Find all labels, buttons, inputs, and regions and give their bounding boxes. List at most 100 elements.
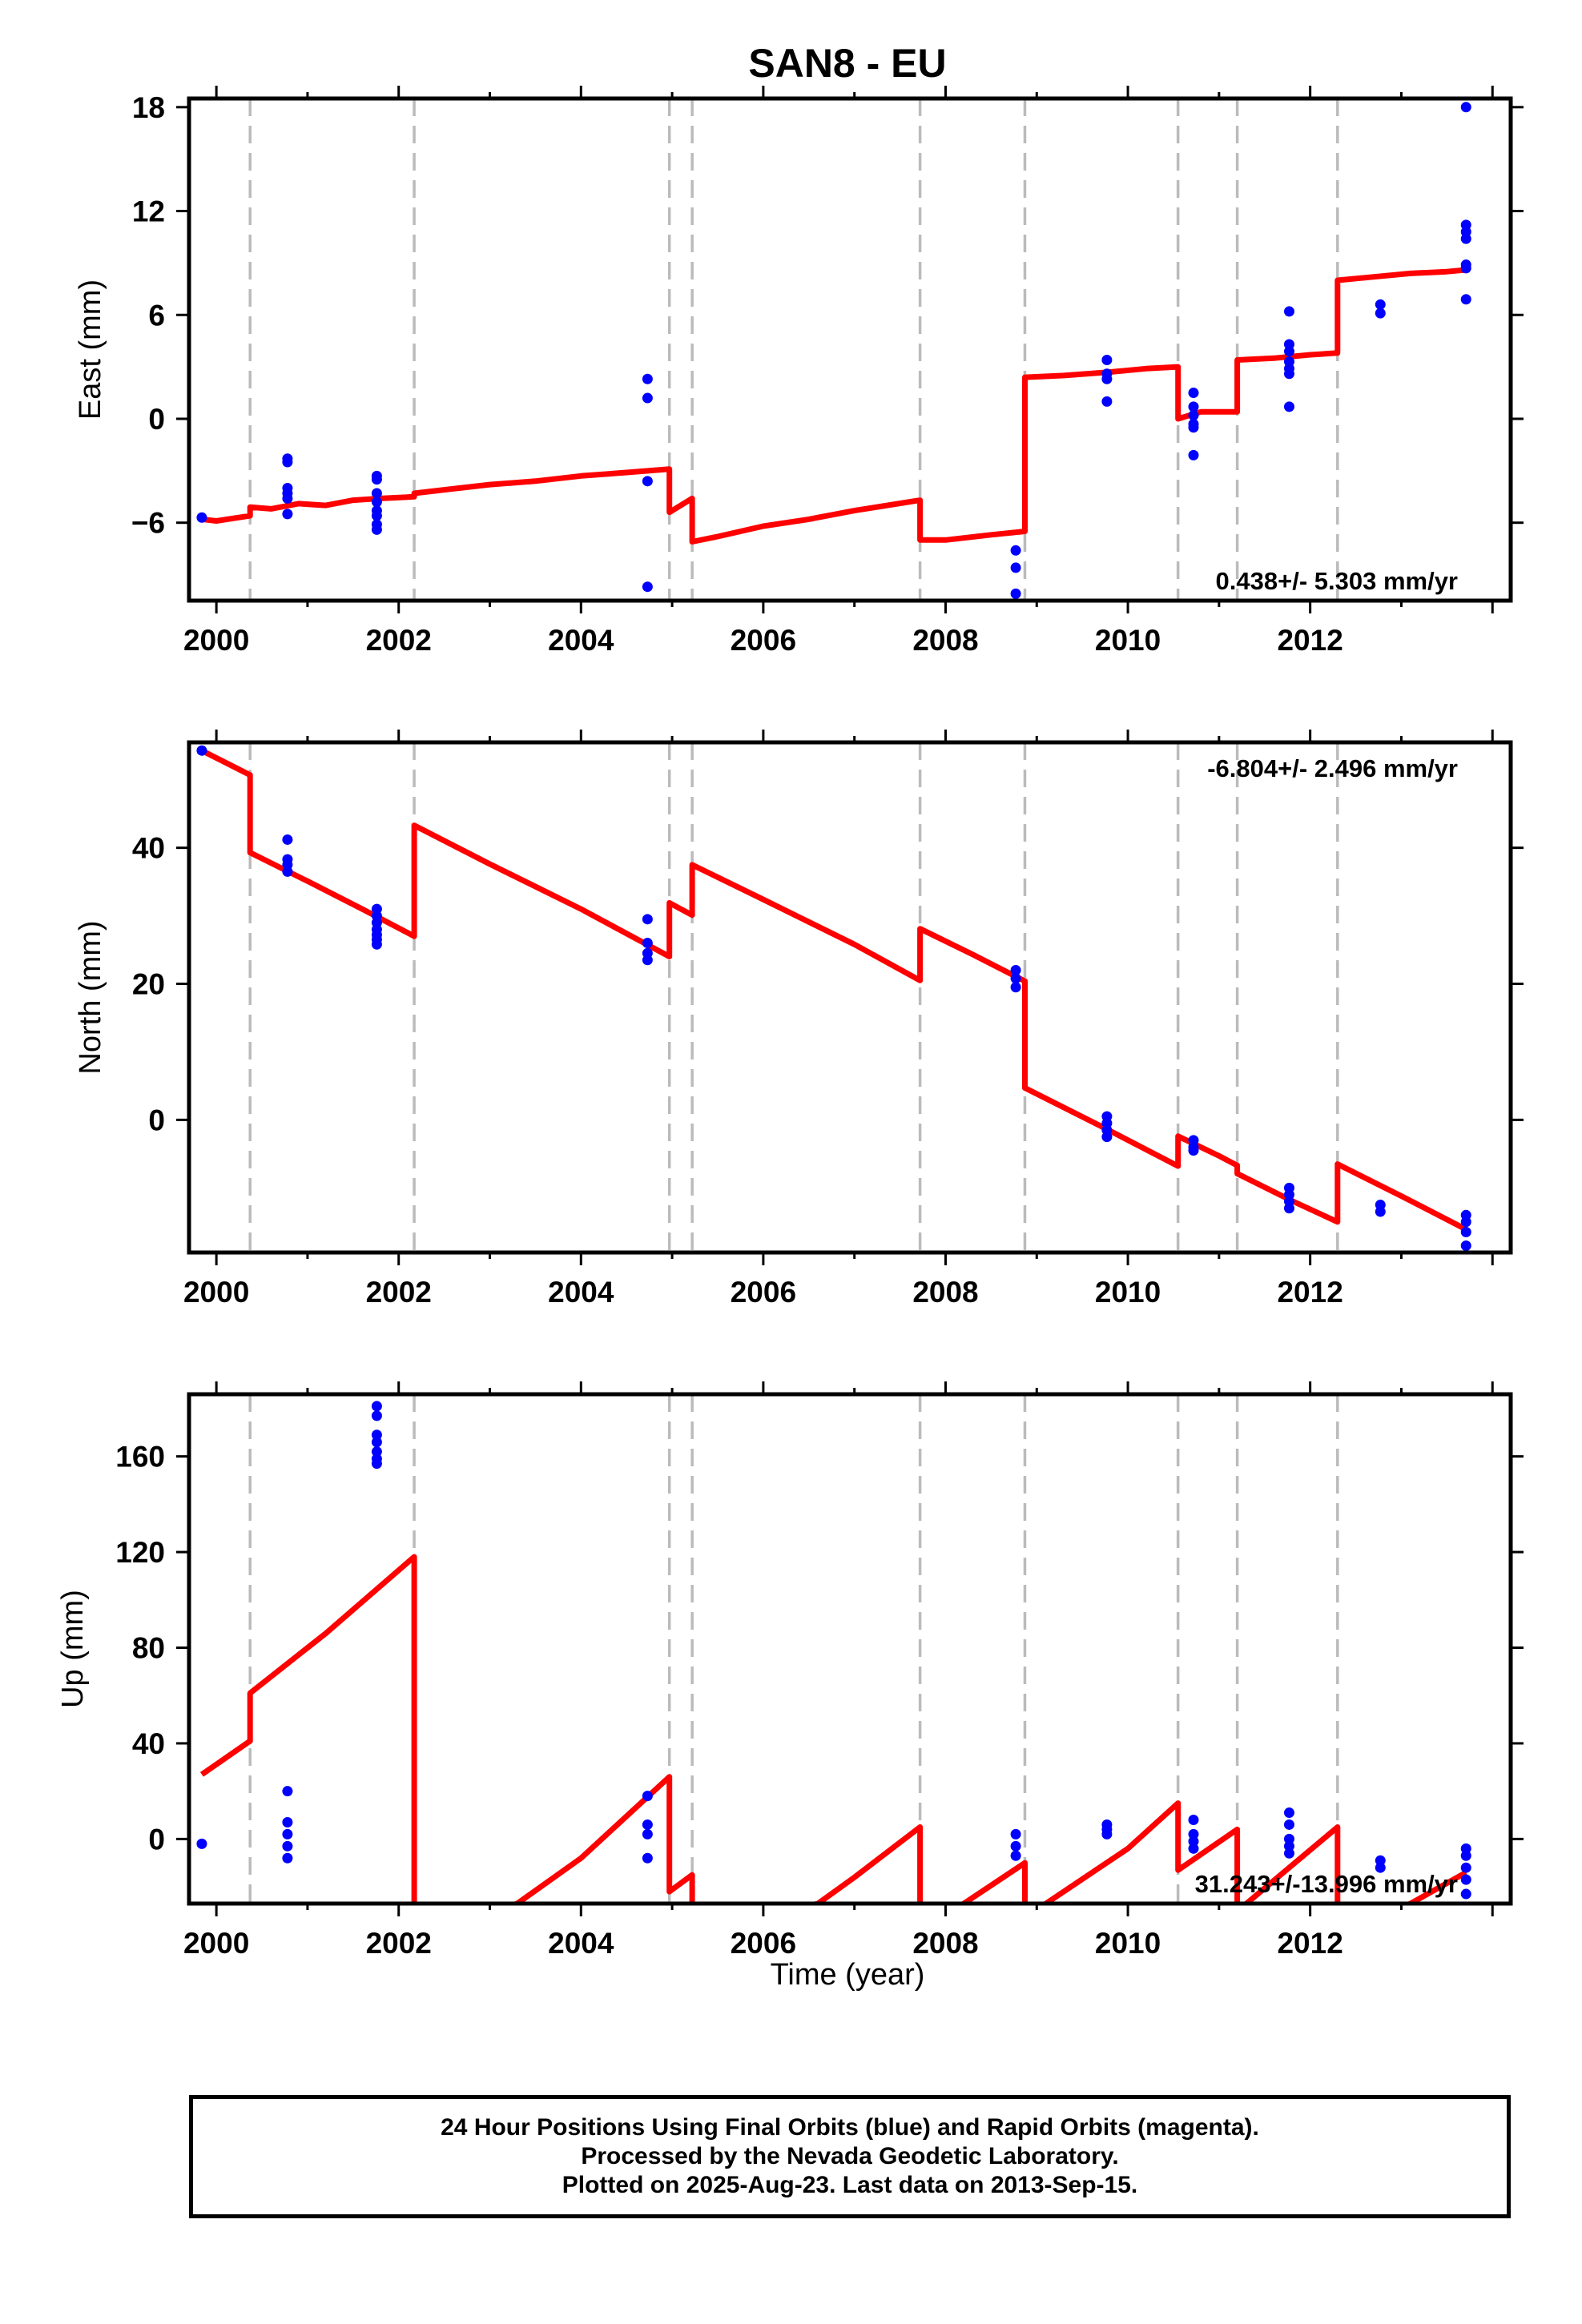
up-data-point: [282, 1840, 293, 1852]
up-y-tick-label: 40: [132, 1727, 165, 1760]
east-model-line: [201, 267, 1467, 545]
east-x-tick-label: 2010: [1095, 624, 1161, 657]
north-data-point: [642, 938, 653, 949]
north-data-point: [642, 955, 653, 966]
north-x-tick-label: 2006: [731, 1276, 796, 1309]
up-data-point: [282, 1786, 293, 1797]
north-data-point: [196, 745, 207, 756]
east-data-point: [1460, 102, 1471, 113]
up-data-point: [371, 1410, 382, 1421]
east-data-point: [1375, 308, 1386, 319]
up-data-point: [1460, 1850, 1471, 1861]
up-data-point: [282, 1828, 293, 1839]
north-x-tick-label: 2002: [366, 1276, 432, 1309]
east-data-point: [1188, 401, 1199, 412]
north-data-point: [1375, 1206, 1386, 1217]
footer-line-2: Processed by the Nevada Geodetic Laborat…: [581, 2143, 1119, 2169]
up-data-point: [1460, 1874, 1471, 1885]
east-x-tick-label: 2002: [366, 624, 432, 657]
up-data-point: [1283, 1833, 1294, 1844]
up-data-point: [1188, 1828, 1199, 1839]
panel-north: 2000 2002 2004 2006 2008 2010 2012 0 20 40 North (…: [74, 730, 1524, 1309]
up-data-point: [371, 1458, 382, 1470]
up-x-tick-label: 2004: [548, 1927, 614, 1960]
chart-title: SAN8 - EU: [748, 41, 946, 86]
up-data-point: [1188, 1835, 1199, 1847]
north-x-tick-label: 2012: [1277, 1276, 1342, 1309]
up-data-point: [642, 1819, 653, 1830]
north-frame: [187, 740, 1513, 1255]
east-data-point: [1460, 263, 1471, 274]
footer-box: 24 Hour Positions Using Final Orbits (bl…: [189, 2095, 1511, 2218]
north-data-point: [1460, 1240, 1471, 1252]
east-data-point: [1460, 233, 1471, 244]
up-y-tick-label: 80: [132, 1632, 165, 1665]
east-data-point: [642, 476, 653, 487]
footer-line-1: 24 Hour Positions Using Final Orbits (bl…: [441, 2114, 1259, 2141]
east-data-point: [196, 512, 207, 523]
up-data-point: [1010, 1828, 1021, 1839]
panel-east: 2000 2002 2004 2006 2008 2010 2012 −6 0 6 12 18 East…: [74, 86, 1524, 657]
north-y-tick-label: 20: [132, 968, 165, 1001]
east-frame: [187, 96, 1513, 603]
panel-up: 2000 2002 2004 2006 2008 2010 2012 0 40 80 120 160 U…: [56, 1381, 1524, 1960]
north-data-point: [1010, 973, 1021, 984]
east-data-point: [371, 510, 382, 521]
east-x-tick-label: 2012: [1277, 624, 1342, 657]
up-data-point: [371, 1446, 382, 1458]
north-y-tick-label: 40: [132, 832, 165, 865]
north-data-point: [1010, 965, 1021, 976]
east-data-point: [282, 456, 293, 468]
up-data-point: [1375, 1862, 1386, 1873]
up-data-point: [642, 1852, 653, 1864]
east-data-point: [1101, 396, 1113, 407]
east-data-point: [1188, 388, 1199, 399]
north-data-point: [642, 914, 653, 925]
east-data-point: [1188, 422, 1199, 433]
north-x-tick-label: 2008: [912, 1276, 978, 1309]
north-data-point: [282, 866, 293, 877]
panels: 2000 2002 2004 2006 2008 2010 2012−6061218East…: [56, 86, 1524, 1960]
north-data-point: [1010, 982, 1021, 993]
east-x-tick-label: 2006: [731, 624, 796, 657]
up-data-point: [1188, 1843, 1199, 1854]
east-data-point: [371, 474, 382, 485]
east-y-axis-label: East (mm): [74, 279, 107, 420]
north-data-point: [1460, 1216, 1471, 1228]
up-data-point: [1010, 1850, 1021, 1861]
east-data-point: [371, 524, 382, 535]
north-y-axis-label: North (mm): [74, 920, 107, 1074]
north-plot-area: [196, 742, 1471, 1252]
east-x-tick-label: 2008: [912, 624, 978, 657]
east-data-point: [371, 497, 382, 508]
up-data-point: [1460, 1862, 1471, 1873]
up-data-point: [1283, 1840, 1294, 1852]
east-data-point: [1010, 562, 1021, 573]
east-plot-area: [196, 99, 1471, 601]
up-data-point: [1460, 1843, 1471, 1854]
east-data-point: [1010, 545, 1021, 556]
up-data-point: [1101, 1828, 1113, 1839]
up-rate-label: 31.243+/-13.996 mm/yr: [1195, 1870, 1458, 1898]
north-data-point: [1101, 1132, 1113, 1143]
up-y-tick-label: 0: [148, 1823, 165, 1856]
up-data-point: [196, 1838, 207, 1849]
up-data-point: [371, 1429, 382, 1441]
up-data-point: [642, 1791, 653, 1802]
east-x-tick-label: 2000: [183, 624, 249, 657]
up-data-point: [1460, 1888, 1471, 1900]
up-frame: [187, 1392, 1513, 1906]
east-data-point: [282, 493, 293, 504]
up-model-line: [199, 1554, 1467, 1904]
east-data-point: [282, 509, 293, 520]
north-x-tick-label: 2004: [548, 1276, 614, 1309]
east-data-point: [1283, 401, 1294, 412]
up-data-point: [1188, 1814, 1199, 1825]
east-data-point: [1283, 368, 1294, 380]
up-data-point: [1283, 1848, 1294, 1859]
up-data-point: [371, 1437, 382, 1448]
east-data-point: [371, 488, 382, 499]
up-y-tick-label: 120: [115, 1536, 165, 1569]
north-model-line: [200, 748, 1467, 1232]
